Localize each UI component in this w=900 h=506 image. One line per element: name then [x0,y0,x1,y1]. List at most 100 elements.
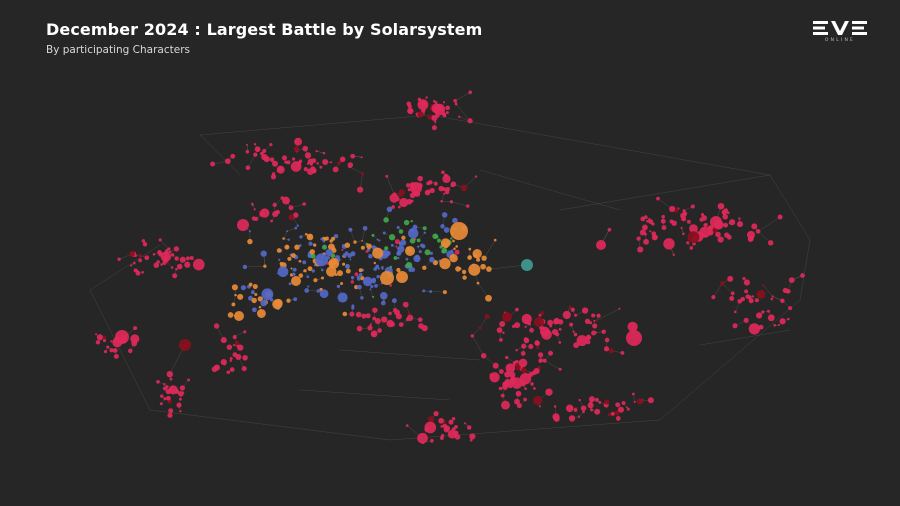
solarsystem-node [601,329,606,334]
solarsystem-node [651,234,658,241]
solarsystem-node [270,174,277,180]
solarsystem-node [429,251,433,255]
solarsystem-node [450,222,468,240]
solarsystem-node [422,289,426,293]
solarsystem-node [382,231,386,235]
solarsystem-node [767,240,774,246]
solarsystem-node [368,254,373,259]
solarsystem-node [237,344,244,351]
solarsystem-node [405,183,411,188]
solarsystem-node [342,253,347,258]
solarsystem-node [167,247,171,251]
solarsystem-node [362,225,368,231]
solarsystem-node [302,145,309,152]
page-subtitle: By participating Characters [46,44,190,56]
solarsystem-node [243,330,247,334]
solarsystem-node [424,249,431,256]
solarsystem-node [669,205,676,212]
solarsystem-node [536,346,540,350]
solarsystem-node [440,238,451,248]
solarsystem-node [598,400,602,404]
solarsystem-node [229,357,233,360]
solarsystem-node [505,355,509,360]
solarsystem-node [452,239,455,243]
solarsystem-node [224,158,231,165]
solarsystem-node [604,337,610,343]
solarsystem-node [442,290,447,295]
solarsystem-node [245,165,251,171]
solarsystem-node [449,200,454,204]
solarsystem-node [800,273,805,278]
solarsystem-node [342,262,346,266]
solarsystem-node [743,317,749,323]
map-connection [799,239,811,301]
solarsystem-node [370,330,378,338]
solarsystem-node [401,235,406,240]
map-connection [544,360,561,370]
solarsystem-node [501,400,510,410]
solarsystem-node [396,225,400,230]
solarsystem-node [428,180,433,185]
solarsystem-node [737,298,743,304]
solarsystem-node [332,166,339,173]
solarsystem-node [574,313,578,317]
map-connection [451,201,468,207]
solarsystem-node [254,293,258,296]
solarsystem-node [548,350,553,356]
solarsystem-node [292,272,296,277]
solarsystem-node [325,249,333,257]
solarsystem-node [427,416,435,423]
solarsystem-node [378,239,381,242]
solarsystem-node [562,310,571,320]
solarsystem-node [591,330,597,336]
solarsystem-node [462,275,467,280]
solarsystem-node [569,322,574,327]
solarsystem-node [538,358,543,363]
solarsystem-node [308,241,313,246]
solarsystem-node [213,364,220,371]
solarsystem-node [432,233,439,240]
solarsystem-node [615,402,621,408]
solarsystem-node [751,223,758,230]
map-connection [199,134,241,176]
solarsystem-node [321,276,324,280]
solarsystem-node [788,306,793,311]
solarsystem-node [316,289,321,293]
solarsystem-node [345,264,350,269]
solarsystem-node [303,167,308,172]
solarsystem-node [756,289,766,299]
solarsystem-node [480,263,486,270]
solarsystem-node [469,433,476,440]
solarsystem-node [723,222,729,228]
solarsystem-node [226,370,231,374]
solarsystem-node [533,395,543,405]
solarsystem-node [322,244,327,250]
solarsystem-node [515,390,522,397]
solarsystem-node [304,152,312,159]
solarsystem-node [570,307,575,312]
logo-subtext: ONLINE [824,38,856,43]
map-connection [430,291,445,293]
solarsystem-node [671,220,677,226]
solarsystem-node [590,408,594,412]
solarsystem-node [460,184,468,192]
solarsystem-node [504,378,511,386]
solarsystem-node [485,294,492,302]
solarsystem-node [647,397,654,404]
solarsystem-node [445,187,451,192]
map-connection [441,193,445,202]
solarsystem-node [233,343,236,347]
solarsystem-node [443,192,446,195]
solarsystem-node [367,325,373,331]
solarsystem-node [453,247,456,251]
solarsystem-node [276,165,285,174]
solarsystem-node [309,249,315,255]
solarsystem-node [303,269,307,273]
solarsystem-node [135,270,141,276]
solarsystem-node [396,271,408,283]
solarsystem-node [246,143,248,146]
solarsystem-node [349,258,352,261]
solarsystem-node [720,281,725,286]
solarsystem-node [384,246,389,251]
solarsystem-node [112,348,118,353]
